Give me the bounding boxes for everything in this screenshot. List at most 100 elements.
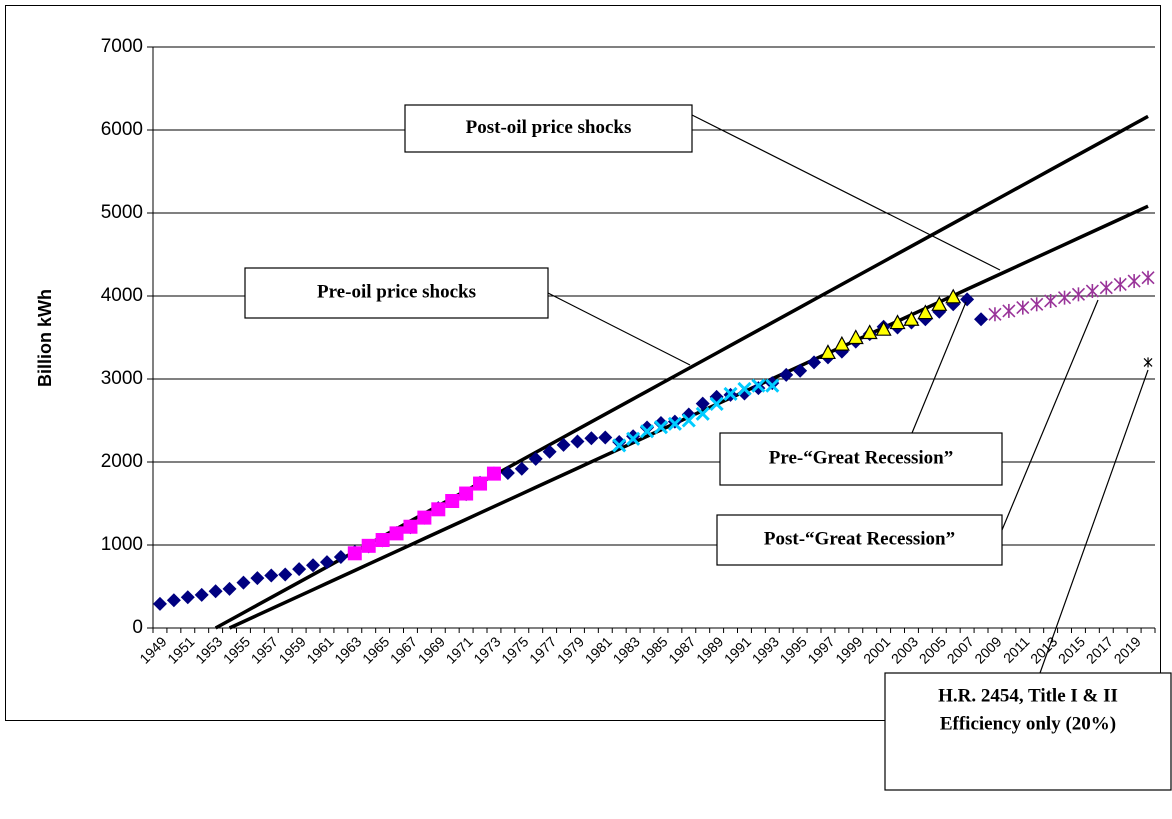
data-point [861, 324, 878, 340]
marker [292, 562, 307, 577]
marker [347, 546, 362, 561]
data-point [653, 415, 668, 430]
y-tick-label: 3000 [101, 368, 143, 389]
marker [807, 355, 822, 370]
marker [640, 420, 655, 435]
data-point [875, 320, 892, 336]
data-point [542, 444, 557, 459]
y-tick-label: 2000 [101, 451, 143, 472]
data-point [1044, 293, 1058, 308]
marker [903, 310, 920, 326]
marker [626, 431, 641, 446]
leader-line [691, 114, 1001, 271]
marker [751, 378, 766, 393]
marker [695, 406, 710, 421]
marker [152, 596, 167, 611]
data-point [500, 466, 515, 481]
data-point [389, 526, 404, 541]
marker [737, 386, 752, 401]
marker [180, 590, 195, 605]
data-point [737, 386, 752, 401]
data-point [514, 461, 529, 476]
data-point [306, 558, 321, 573]
annotation-box [404, 104, 693, 153]
data-point [945, 288, 962, 304]
data-point [236, 575, 251, 590]
marker [626, 429, 641, 444]
data-point [681, 413, 696, 428]
leader-line [911, 301, 967, 434]
data-point [166, 593, 181, 608]
y-tick-label: 5000 [101, 202, 143, 223]
marker [737, 381, 752, 397]
marker [570, 434, 585, 449]
marker [681, 413, 696, 428]
data-point [417, 510, 432, 525]
data-point [931, 296, 948, 311]
data-point [833, 335, 850, 351]
data-point [292, 562, 307, 577]
annotation-text: Pre-“Great Recession” [769, 447, 954, 468]
marker [612, 438, 627, 453]
data-point [988, 307, 1002, 322]
marker [403, 519, 418, 534]
marker [389, 526, 404, 541]
data-point [250, 571, 265, 586]
marker [960, 292, 975, 307]
marker [542, 444, 557, 459]
data-point [1141, 270, 1155, 285]
annotation-text: Pre-oil price shocks [317, 281, 476, 302]
data-point [612, 438, 627, 453]
data-point [960, 292, 975, 307]
marker [319, 555, 334, 570]
data-point [584, 431, 599, 446]
marker [208, 584, 223, 599]
data-point [473, 476, 488, 491]
data-point [667, 414, 682, 429]
data-point [1057, 290, 1072, 305]
data-point [1002, 303, 1016, 318]
marker [931, 296, 948, 311]
marker [361, 538, 376, 553]
marker [765, 376, 780, 391]
marker [667, 414, 682, 429]
marker [445, 494, 460, 509]
marker [751, 381, 766, 396]
marker [459, 486, 474, 501]
marker [974, 312, 989, 327]
data-point [639, 424, 655, 439]
data-point [556, 437, 571, 452]
marker [264, 568, 279, 583]
data-point [1143, 357, 1153, 368]
marker [793, 363, 808, 378]
data-point [375, 533, 390, 548]
marker [667, 416, 682, 431]
y-tick-label: 4000 [101, 285, 143, 306]
y-axis-title: Billion kWh [35, 289, 55, 387]
data-point [847, 329, 864, 345]
y-tick-label: 6000 [101, 119, 143, 140]
annotation-text: H.R. 2454, Title I & II [938, 685, 1118, 706]
marker [612, 434, 627, 449]
data-point [765, 378, 780, 393]
data-point [723, 386, 738, 402]
leader-line [1039, 369, 1149, 674]
marker [653, 420, 669, 435]
data-point [278, 567, 293, 582]
data-point [819, 344, 836, 360]
marker [431, 502, 446, 517]
data-point [361, 538, 376, 553]
marker [528, 451, 543, 466]
data-point [695, 406, 710, 421]
data-point [751, 381, 766, 396]
data-point [917, 304, 934, 320]
data-point [695, 396, 710, 411]
marker [945, 288, 962, 304]
data-point [598, 430, 613, 445]
marker [473, 476, 488, 491]
data-point [1127, 274, 1141, 289]
marker [653, 415, 668, 430]
marker [779, 367, 794, 382]
data-point [667, 416, 682, 431]
